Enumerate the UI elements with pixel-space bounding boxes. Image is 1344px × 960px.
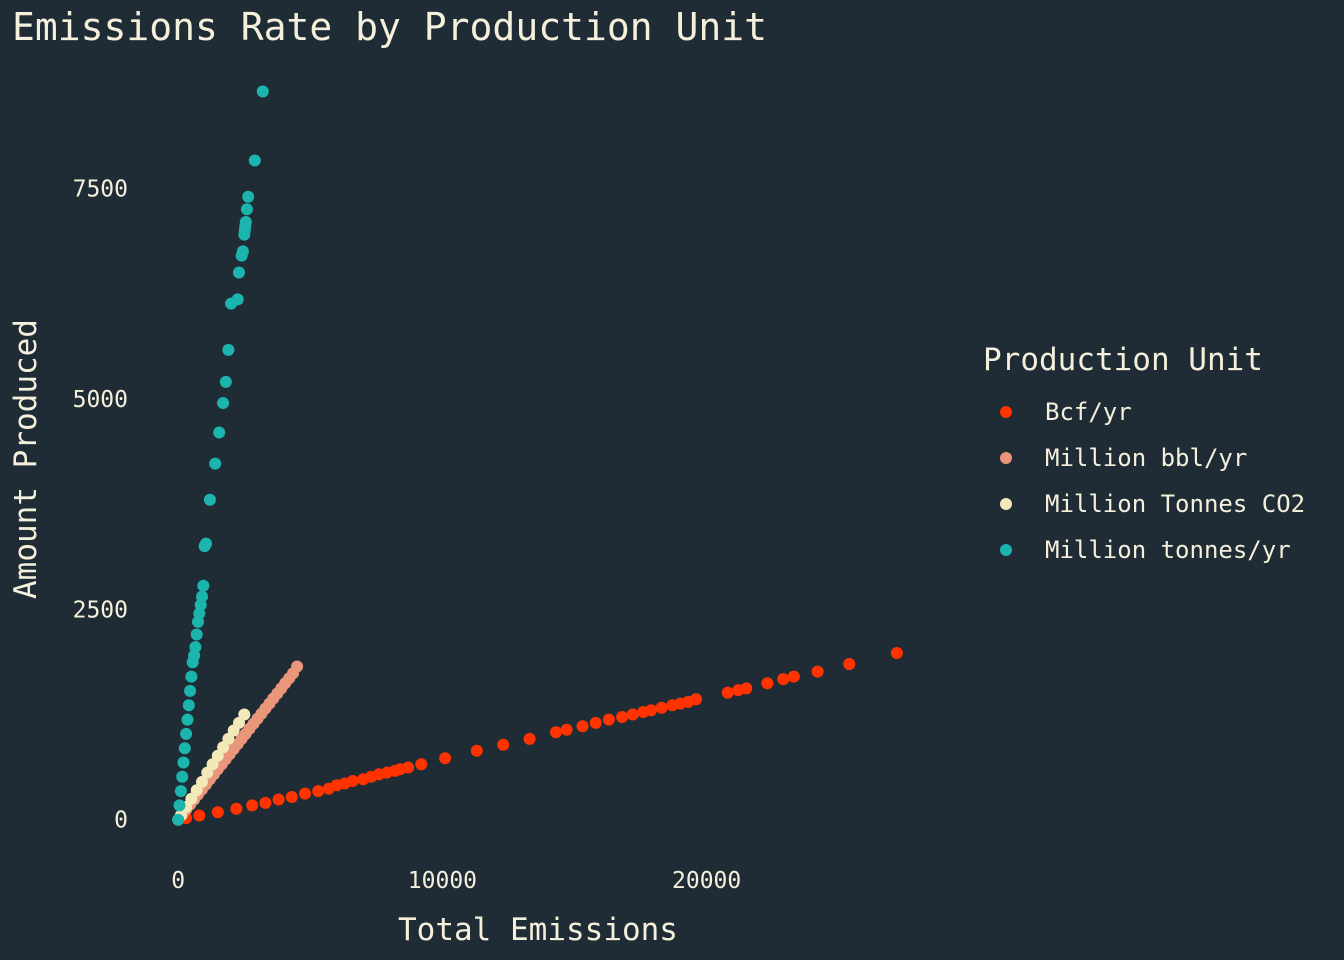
- data-point: [761, 677, 774, 690]
- data-point: [256, 85, 269, 98]
- y-tick-label: 7500: [73, 176, 128, 202]
- data-point: [550, 726, 562, 739]
- data-point: [740, 682, 753, 695]
- data-point: [176, 770, 189, 783]
- data-point: [439, 752, 452, 765]
- legend-label: Million bbl/yr: [1045, 444, 1247, 472]
- data-point: [239, 216, 252, 228]
- data-point: [299, 787, 311, 800]
- data-point: [197, 579, 210, 592]
- data-point: [246, 799, 259, 812]
- data-point: [787, 670, 800, 683]
- x-tick-label: 0: [171, 868, 185, 894]
- data-point: [890, 647, 903, 659]
- data-point: [222, 343, 235, 356]
- data-point: [285, 791, 298, 803]
- data-point: [470, 744, 483, 757]
- data-point: [291, 660, 304, 673]
- series-points: [180, 647, 903, 825]
- data-point: [346, 775, 359, 787]
- data-point: [589, 716, 602, 729]
- data-point: [184, 684, 197, 697]
- data-point: [242, 190, 255, 203]
- data-point: [217, 397, 230, 409]
- data-point: [196, 775, 208, 788]
- data-point: [172, 813, 185, 826]
- data-point: [211, 806, 224, 819]
- y-tick-label: 0: [114, 808, 128, 834]
- data-point: [497, 738, 510, 751]
- data-point: [190, 628, 203, 641]
- data-point: [402, 761, 415, 774]
- data-point: [602, 713, 615, 726]
- data-point: [231, 293, 244, 306]
- data-point: [236, 245, 249, 258]
- legend-swatch: [1000, 498, 1012, 510]
- x-tick-label: 20000: [672, 868, 741, 894]
- data-point: [185, 670, 198, 683]
- series-points: [172, 85, 269, 826]
- data-point: [248, 154, 261, 167]
- data-point: [200, 537, 212, 550]
- legend: Production Unit Bcf/yr Million bbl/yr Mill…: [983, 342, 1305, 564]
- data-point: [272, 793, 285, 806]
- data-point: [576, 720, 589, 733]
- data-point: [181, 713, 194, 726]
- data-point: [178, 742, 191, 755]
- data-point: [219, 375, 232, 388]
- legend-label: Million tonnes/yr: [1045, 536, 1291, 564]
- chart-title: Emissions Rate by Production Unit: [12, 5, 767, 49]
- data-point: [196, 590, 208, 603]
- data-point: [177, 756, 190, 769]
- series-points: [174, 708, 251, 822]
- x-tick-label: 10000: [408, 868, 477, 894]
- data-point: [174, 785, 187, 798]
- data-point: [690, 693, 703, 706]
- y-tick-label: 2500: [73, 597, 128, 623]
- data-point: [616, 711, 629, 723]
- data-point: [523, 732, 536, 745]
- data-point: [843, 658, 856, 670]
- plot-points: [172, 85, 903, 826]
- legend-title: Production Unit: [983, 342, 1263, 378]
- y-tick-label: 5000: [73, 387, 128, 413]
- data-point: [312, 785, 325, 798]
- x-axis-title: Total Emissions: [398, 912, 678, 948]
- legend-label: Million Tonnes CO2: [1045, 490, 1305, 518]
- data-point: [626, 708, 639, 721]
- data-point: [213, 426, 226, 439]
- data-point: [230, 802, 243, 815]
- data-point: [193, 809, 206, 822]
- legend-items: Bcf/yr Million bbl/yr Million Tonnes CO2 Mi…: [1000, 398, 1305, 564]
- y-axis-ticks: 0 2500 5000 7500: [73, 176, 128, 833]
- data-point: [240, 203, 253, 216]
- data-point: [233, 266, 245, 279]
- legend-swatch: [1000, 452, 1012, 464]
- data-point: [645, 704, 658, 717]
- legend-label: Bcf/yr: [1045, 398, 1132, 426]
- data-point: [189, 641, 202, 654]
- x-axis-ticks: 0 10000 20000: [171, 868, 741, 894]
- data-point: [811, 665, 824, 678]
- data-point: [415, 758, 428, 771]
- data-point: [203, 493, 216, 506]
- data-point: [238, 708, 251, 721]
- data-point: [259, 796, 272, 809]
- data-point: [777, 673, 790, 686]
- y-axis-title: Amount Produced: [8, 319, 44, 599]
- data-point: [209, 457, 222, 470]
- data-point: [180, 727, 193, 740]
- legend-swatch: [1000, 544, 1012, 556]
- data-point: [182, 699, 195, 712]
- data-point: [721, 686, 734, 699]
- data-point: [173, 799, 186, 812]
- data-point: [560, 723, 573, 736]
- legend-swatch: [1000, 406, 1012, 418]
- data-point: [655, 701, 668, 714]
